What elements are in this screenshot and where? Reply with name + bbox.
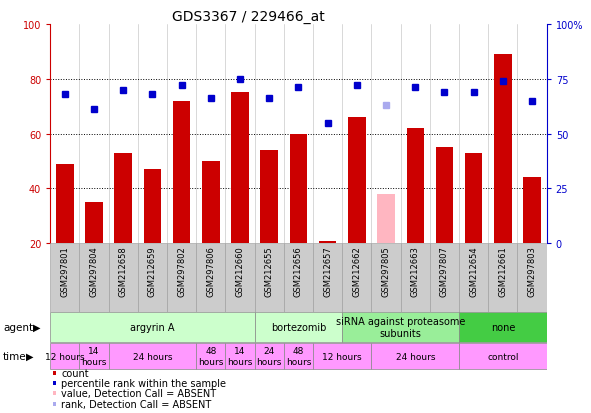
Text: GDS3367 / 229466_at: GDS3367 / 229466_at — [172, 10, 324, 24]
Bar — [488, 244, 518, 312]
Bar — [372, 244, 401, 312]
Bar — [284, 343, 313, 369]
Bar — [342, 313, 459, 342]
Text: GSM212657: GSM212657 — [323, 246, 332, 297]
Bar — [79, 244, 109, 312]
Bar — [348, 118, 366, 244]
Text: GSM297801: GSM297801 — [60, 246, 69, 297]
Text: none: none — [491, 322, 515, 332]
Text: bortezomib: bortezomib — [271, 322, 326, 332]
Bar — [115, 153, 132, 244]
Text: GSM297803: GSM297803 — [528, 246, 537, 297]
Bar — [518, 244, 547, 312]
Text: GSM297807: GSM297807 — [440, 246, 449, 297]
Bar — [459, 343, 547, 369]
Bar — [436, 148, 453, 244]
Bar — [290, 134, 307, 244]
Bar — [138, 244, 167, 312]
Bar — [53, 392, 56, 395]
Bar — [231, 93, 249, 244]
Bar — [167, 244, 196, 312]
Text: 12 hours: 12 hours — [323, 352, 362, 361]
Bar — [144, 170, 161, 244]
Bar — [53, 402, 56, 406]
Bar — [465, 153, 482, 244]
Bar — [225, 343, 255, 369]
Bar — [459, 313, 547, 342]
Text: ▶: ▶ — [26, 351, 34, 361]
Bar — [494, 55, 512, 244]
Text: time: time — [3, 351, 27, 361]
Bar — [85, 203, 103, 244]
Bar — [50, 244, 79, 312]
Text: count: count — [61, 368, 89, 378]
Text: 24 hours: 24 hours — [395, 352, 435, 361]
Bar — [377, 195, 395, 244]
Text: GSM212654: GSM212654 — [469, 246, 478, 296]
Bar — [523, 178, 541, 244]
Text: siRNA against proteasome
subunits: siRNA against proteasome subunits — [336, 316, 465, 338]
Text: GSM212662: GSM212662 — [352, 246, 361, 297]
Text: GSM297804: GSM297804 — [90, 246, 99, 297]
Text: value, Detection Call = ABSENT: value, Detection Call = ABSENT — [61, 389, 216, 399]
Text: GSM212656: GSM212656 — [294, 246, 303, 297]
Bar — [313, 343, 372, 369]
Text: GSM297805: GSM297805 — [382, 246, 391, 297]
Bar — [79, 343, 109, 369]
Text: control: control — [487, 352, 519, 361]
Bar — [407, 129, 424, 244]
Text: argyrin A: argyrin A — [130, 322, 175, 332]
Bar — [173, 101, 190, 244]
Text: 48
hours: 48 hours — [198, 347, 223, 366]
Text: agent: agent — [3, 322, 33, 332]
Bar — [196, 244, 225, 312]
Text: ▶: ▶ — [33, 322, 41, 332]
Text: GSM297806: GSM297806 — [206, 246, 215, 297]
Bar — [430, 244, 459, 312]
Bar — [255, 313, 342, 342]
Bar — [109, 244, 138, 312]
Text: 24
hours: 24 hours — [256, 347, 282, 366]
Bar — [109, 343, 196, 369]
Bar — [372, 343, 459, 369]
Bar — [50, 343, 79, 369]
Bar — [342, 244, 372, 312]
Bar — [56, 164, 74, 244]
Text: 12 hours: 12 hours — [45, 352, 85, 361]
Bar — [261, 151, 278, 244]
Bar — [401, 244, 430, 312]
Text: GSM212661: GSM212661 — [498, 246, 507, 297]
Bar — [459, 244, 488, 312]
Text: 14
hours: 14 hours — [82, 347, 107, 366]
Bar — [284, 244, 313, 312]
Bar — [313, 244, 342, 312]
Bar — [53, 371, 56, 375]
Bar — [50, 313, 255, 342]
Text: GSM212659: GSM212659 — [148, 246, 157, 296]
Text: 14
hours: 14 hours — [228, 347, 253, 366]
Text: GSM297802: GSM297802 — [177, 246, 186, 297]
Text: GSM212663: GSM212663 — [411, 246, 420, 297]
Bar — [255, 244, 284, 312]
Bar — [225, 244, 255, 312]
Text: 48
hours: 48 hours — [286, 347, 311, 366]
Text: 24 hours: 24 hours — [133, 352, 172, 361]
Bar — [319, 241, 336, 244]
Bar — [53, 381, 56, 385]
Text: GSM212655: GSM212655 — [265, 246, 274, 296]
Bar — [196, 343, 225, 369]
Text: percentile rank within the sample: percentile rank within the sample — [61, 378, 226, 388]
Text: GSM212660: GSM212660 — [236, 246, 245, 297]
Text: GSM212658: GSM212658 — [119, 246, 128, 297]
Bar — [255, 343, 284, 369]
Bar — [202, 161, 220, 244]
Text: rank, Detection Call = ABSENT: rank, Detection Call = ABSENT — [61, 399, 212, 409]
